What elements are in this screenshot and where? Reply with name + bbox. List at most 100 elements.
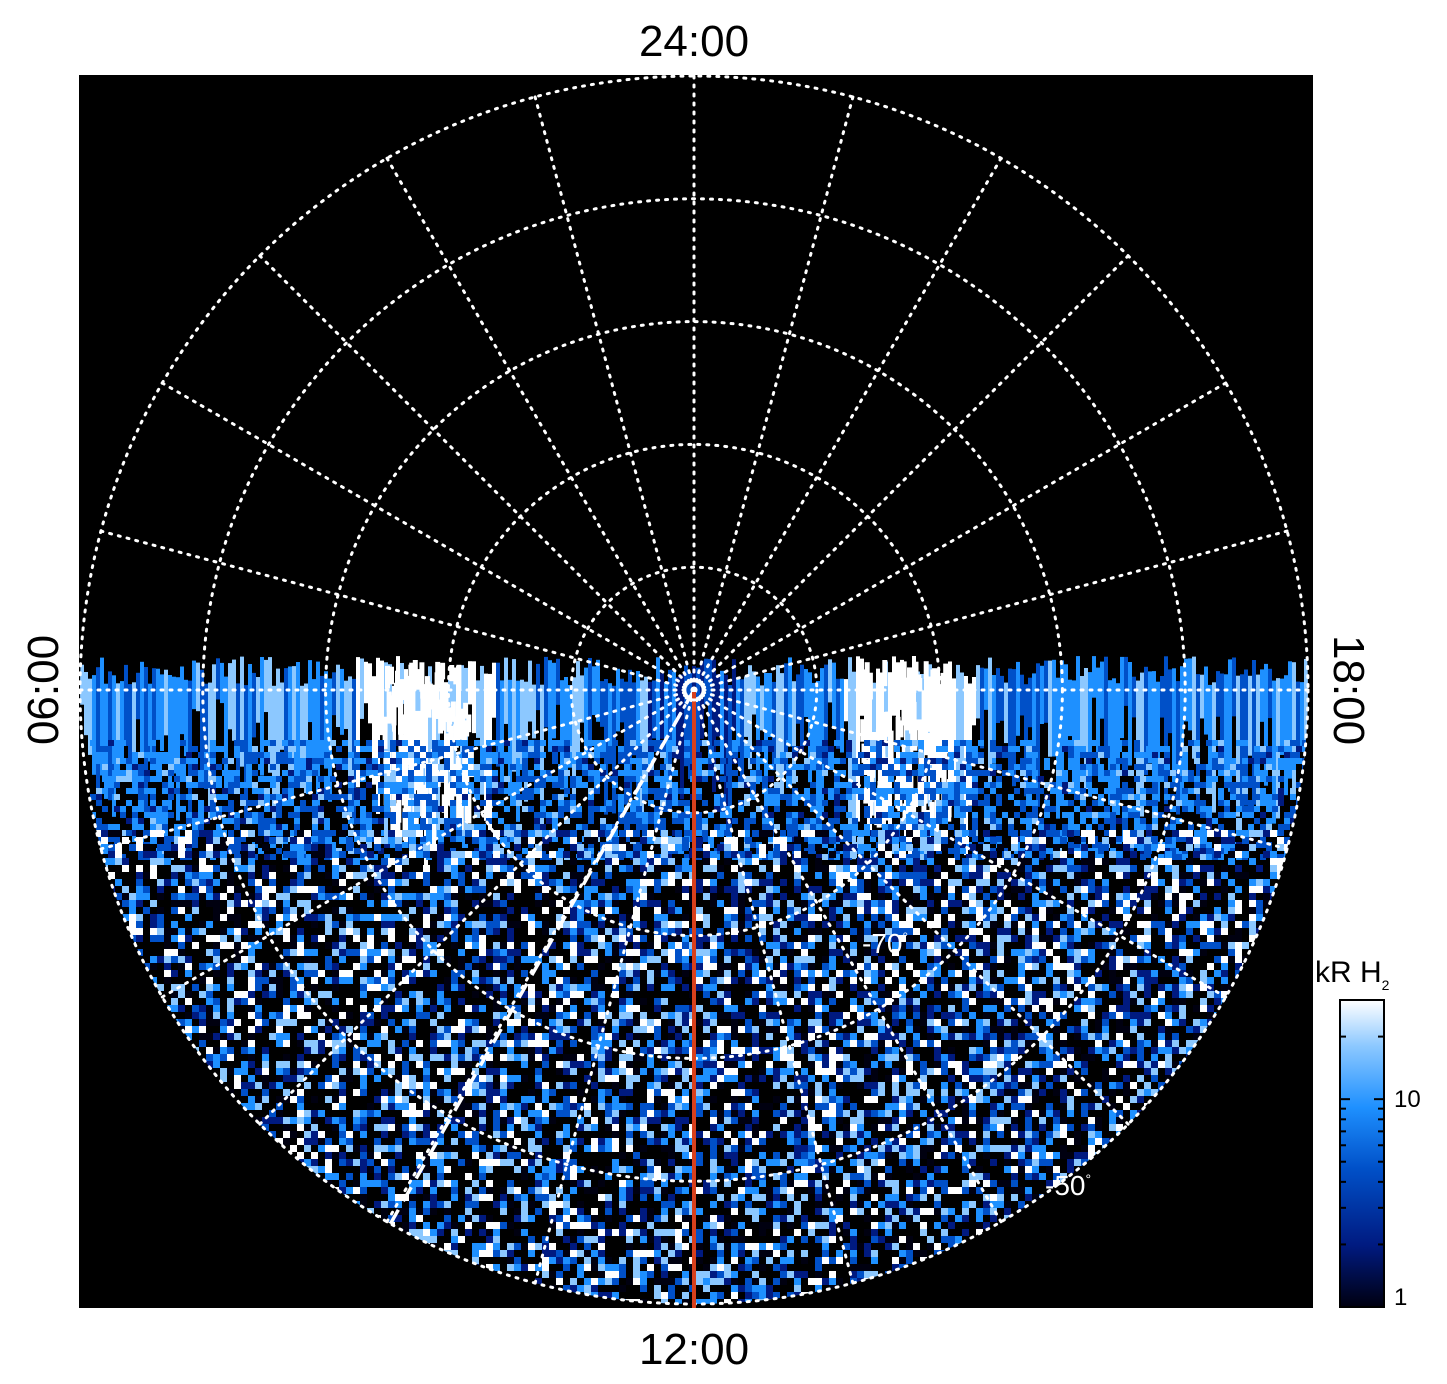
emission-cell (1164, 764, 1170, 770)
emission-cell (213, 844, 220, 851)
emission-cell (500, 837, 507, 844)
emission-cell (348, 800, 354, 806)
emission-cell (636, 740, 642, 746)
emission-cell (1008, 794, 1014, 800)
emission-cell (1092, 842, 1098, 848)
emission-cell (516, 752, 522, 758)
emission-cell (870, 758, 876, 764)
emission-cell (234, 942, 241, 949)
emission-cell (144, 776, 150, 782)
emission-cell (1032, 851, 1039, 858)
emission-cell (264, 806, 270, 812)
emission-cell (1146, 800, 1152, 806)
emission-cell (675, 928, 682, 935)
emission-cell (458, 851, 465, 858)
emission-cell (787, 942, 794, 949)
emission-cell (912, 740, 918, 746)
emission-cell (339, 872, 346, 879)
emission-cell (522, 740, 528, 746)
emission-cell (386, 692, 392, 712)
emission-cell (283, 963, 290, 970)
emission-cell (696, 818, 702, 824)
emission-cell (1263, 879, 1270, 886)
emission-cell (456, 686, 461, 720)
emission-cell (710, 935, 717, 942)
emission-cell (696, 667, 700, 778)
emission-cell (584, 879, 591, 886)
emission-cell (829, 872, 836, 879)
emission-cell (1256, 865, 1263, 872)
emission-cell (540, 812, 546, 818)
emission-cell (773, 963, 780, 970)
emission-cell (474, 776, 480, 782)
emission-cell (1172, 668, 1176, 783)
emission-cell (1134, 746, 1140, 752)
emission-cell (318, 812, 324, 818)
emission-cell (786, 740, 792, 746)
emission-cell (948, 879, 955, 886)
emission-cell (367, 830, 374, 837)
emission-cell (966, 764, 972, 770)
emission-cell (1284, 812, 1290, 818)
emission-cell (1248, 812, 1254, 818)
emission-cell (372, 794, 378, 800)
emission-cell (426, 806, 432, 812)
emission-cell (668, 844, 675, 851)
emission-cell (570, 956, 577, 963)
emission-cell (1270, 872, 1277, 879)
emission-cell (731, 949, 738, 956)
emission-cell (1044, 764, 1050, 770)
emission-cell (1221, 928, 1228, 935)
emission-cell (128, 684, 132, 772)
emission-cell (306, 746, 312, 752)
emission-cell (1088, 900, 1095, 907)
emission-cell (598, 879, 605, 886)
emission-cell (199, 886, 206, 893)
emission-cell (325, 872, 332, 879)
emission-cell (276, 794, 282, 800)
emission-cell (675, 949, 682, 956)
emission-cell (434, 672, 440, 705)
emission-cell (717, 872, 724, 879)
emission-cell (192, 942, 199, 949)
emission-cell (185, 970, 192, 977)
emission-cell (584, 900, 591, 907)
emission-cell (1053, 851, 1060, 858)
emission-cell (997, 858, 1004, 865)
emission-cell (150, 824, 156, 830)
emission-cell (241, 858, 248, 865)
emission-cell (1123, 956, 1130, 963)
emission-cell (324, 818, 330, 824)
emission-cell (654, 794, 660, 800)
emission-cell (738, 858, 745, 865)
emission-cell (288, 782, 294, 788)
emission-cell (1144, 935, 1151, 942)
emission-cell (843, 865, 850, 872)
emission-cell (1104, 770, 1110, 776)
emission-cell (1098, 752, 1104, 758)
emission-cell (864, 662, 870, 684)
emission-cell (894, 854, 900, 860)
emission-cell (1084, 668, 1088, 790)
emission-cell (794, 872, 801, 879)
emission-cell (213, 949, 220, 956)
emission-cell (710, 858, 717, 865)
emission-cell (717, 830, 724, 837)
emission-cell (928, 767, 934, 801)
emission-cell (948, 963, 955, 970)
emission-cell (1206, 806, 1212, 812)
emission-cell (1164, 752, 1170, 758)
emission-cell (738, 865, 745, 872)
emission-cell (521, 872, 528, 879)
emission-cell (122, 914, 129, 921)
emission-cell (220, 837, 227, 844)
emission-cell (1242, 942, 1249, 949)
emission-cell (857, 886, 864, 893)
emission-cell (1254, 752, 1260, 758)
emission-cell (381, 872, 388, 879)
emission-cell (1290, 806, 1296, 812)
emission-cell (852, 830, 858, 836)
emission-cell (241, 851, 248, 858)
emission-cell (220, 928, 227, 935)
emission-cell (108, 740, 114, 746)
